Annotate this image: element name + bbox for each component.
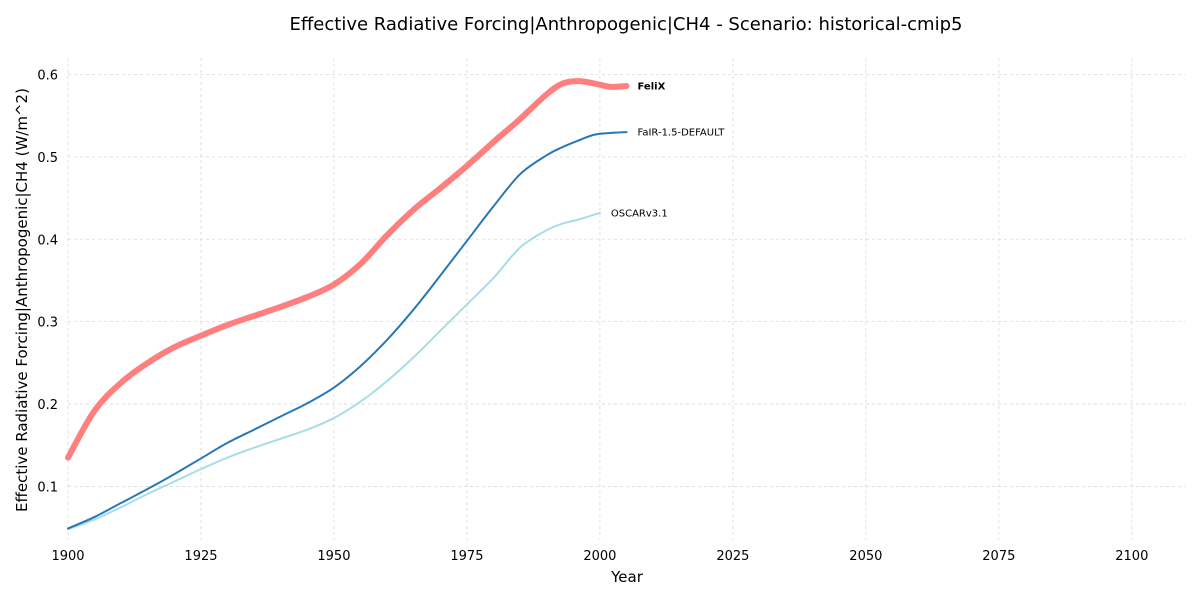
y-tick-label: 0.3 (37, 316, 58, 331)
y-tick-label: 0.6 (37, 68, 58, 83)
series-labels: OSCARv3.1 FaIR-1.5-DEFAULT FeliX (611, 82, 725, 220)
series-lines (65, 78, 630, 531)
x-tick-label: 2050 (849, 549, 882, 564)
x-tick-label: 2000 (583, 549, 616, 564)
y-axis: 0.1 0.2 0.3 0.4 0.5 0.6 (37, 68, 58, 495)
y-tick-label: 0.2 (37, 398, 58, 413)
x-axis: 1900 1925 1950 1975 2000 2025 2050 2075 2100 (51, 549, 1148, 564)
chart-title: Effective Radiative Forcing|Anthropogeni… (290, 14, 963, 35)
grid-lines (67, 58, 1185, 540)
x-tick-label: 2025 (716, 549, 749, 564)
x-tick-label: 1975 (450, 549, 483, 564)
series-label-felix: FeliX (638, 82, 666, 93)
series-line-fair-1-5-default (67, 131, 628, 530)
x-tick-label: 2100 (1115, 549, 1148, 564)
y-axis-label: Effective Radiative Forcing|Anthropogeni… (13, 88, 31, 512)
series-line-oscarv3-1 (67, 211, 601, 531)
x-tick-label: 1925 (184, 549, 217, 564)
y-tick-label: 0.4 (37, 233, 58, 248)
x-tick-label: 1950 (317, 549, 350, 564)
x-tick-label: 2075 (982, 549, 1015, 564)
series-label-oscarv3-1: OSCARv3.1 (611, 208, 668, 219)
x-tick-label: 1900 (51, 549, 84, 564)
y-tick-label: 0.5 (37, 151, 58, 166)
y-tick-label: 0.1 (37, 480, 58, 495)
series-line-felix (65, 78, 630, 461)
series-label-fair-1-5-default: FaIR-1.5-DEFAULT (638, 128, 726, 139)
x-axis-label: Year (610, 568, 644, 586)
